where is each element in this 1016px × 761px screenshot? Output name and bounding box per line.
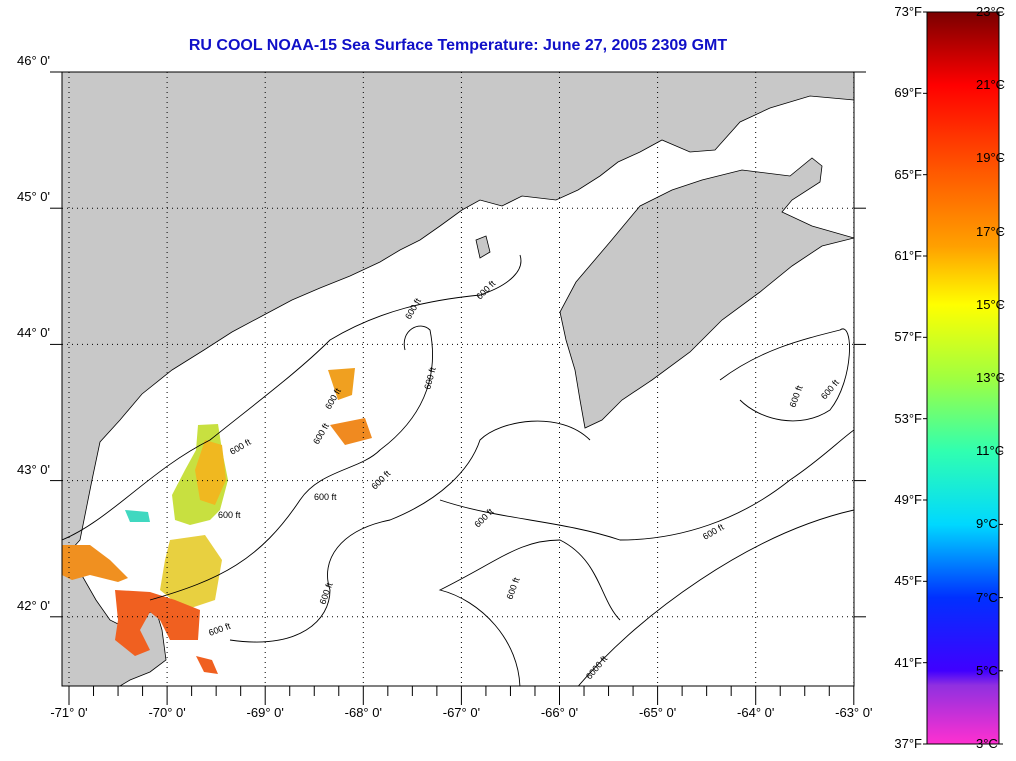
colorbar-f-label: 65°F — [894, 166, 922, 182]
lon-tick-label: -67° 0' — [442, 705, 481, 720]
colorbar-f-label: 37°F — [894, 736, 922, 751]
lon-tick-label: -71° 0' — [50, 705, 88, 720]
lat-tick-label: 42° 0' — [17, 597, 50, 613]
colorbar-f-label: 49°F — [894, 492, 922, 507]
lat-tick-label: 45° 0' — [17, 189, 50, 205]
lon-tick-label: -64° 0' — [737, 705, 775, 720]
colorbar-c-label: 23°C — [976, 4, 1006, 19]
colorbar-f-label: 41°F — [894, 654, 922, 670]
map-frame — [61, 71, 855, 687]
colorbar-f-label: 73°F — [894, 4, 922, 19]
bathymetry-contours — [62, 254, 854, 686]
map-title: RU COOL NOAA-15 Sea Surface Temperature:… — [188, 37, 728, 54]
colorbar-f-label: 53°F — [894, 410, 922, 426]
lat-tick-label: 43° 0' — [17, 461, 50, 477]
colorbar-c-label: 3°C — [976, 736, 998, 751]
land-us-canada — [62, 72, 854, 561]
colorbar-f-label: 69°F — [894, 85, 922, 101]
lon-tick-label: -70° 0' — [148, 705, 186, 720]
lon-tick-label: -69° 0' — [246, 705, 284, 720]
lon-tick-label: -63° 0' — [835, 705, 873, 720]
land-grand-manan — [475, 235, 491, 259]
colorbar-c-label: 17°C — [976, 223, 1006, 239]
colorbar-f-label: 61°F — [894, 248, 922, 263]
colorbar-c-label: 13°C — [976, 370, 1006, 385]
sst-patches — [62, 368, 372, 674]
colorbar-c-label: 21°C — [976, 77, 1006, 93]
graticule — [62, 72, 854, 686]
lon-tick-label: -68° 0' — [344, 705, 382, 720]
land-massachusetts — [62, 559, 167, 686]
colorbar-c-label: 11°C — [976, 443, 1005, 459]
contour-label: 600 ft — [218, 510, 241, 520]
colorbar-c-label: 5°C — [976, 662, 998, 678]
colorbar-f-label: 45°F — [894, 573, 922, 589]
land-nova-scotia — [559, 157, 854, 429]
contour-label: 600 ft — [314, 492, 337, 502]
colorbar-c-label: 19°C — [976, 150, 1006, 166]
lon-tick-label: -66° 0' — [540, 705, 579, 720]
colorbar-c-label: 15°C — [976, 296, 1006, 312]
colorbar-f-label: 57°F — [894, 329, 922, 345]
lat-tick-label: 44° 0' — [17, 325, 50, 341]
colorbar-c-label: 7°C — [976, 589, 998, 605]
colorbar-c-label: 9°C — [976, 516, 998, 532]
colorbar — [926, 11, 1000, 745]
axis-ticks — [50, 11, 1003, 745]
lat-tick-label: 46° 0' — [17, 53, 50, 68]
lon-tick-label: -65° 0' — [638, 705, 677, 720]
